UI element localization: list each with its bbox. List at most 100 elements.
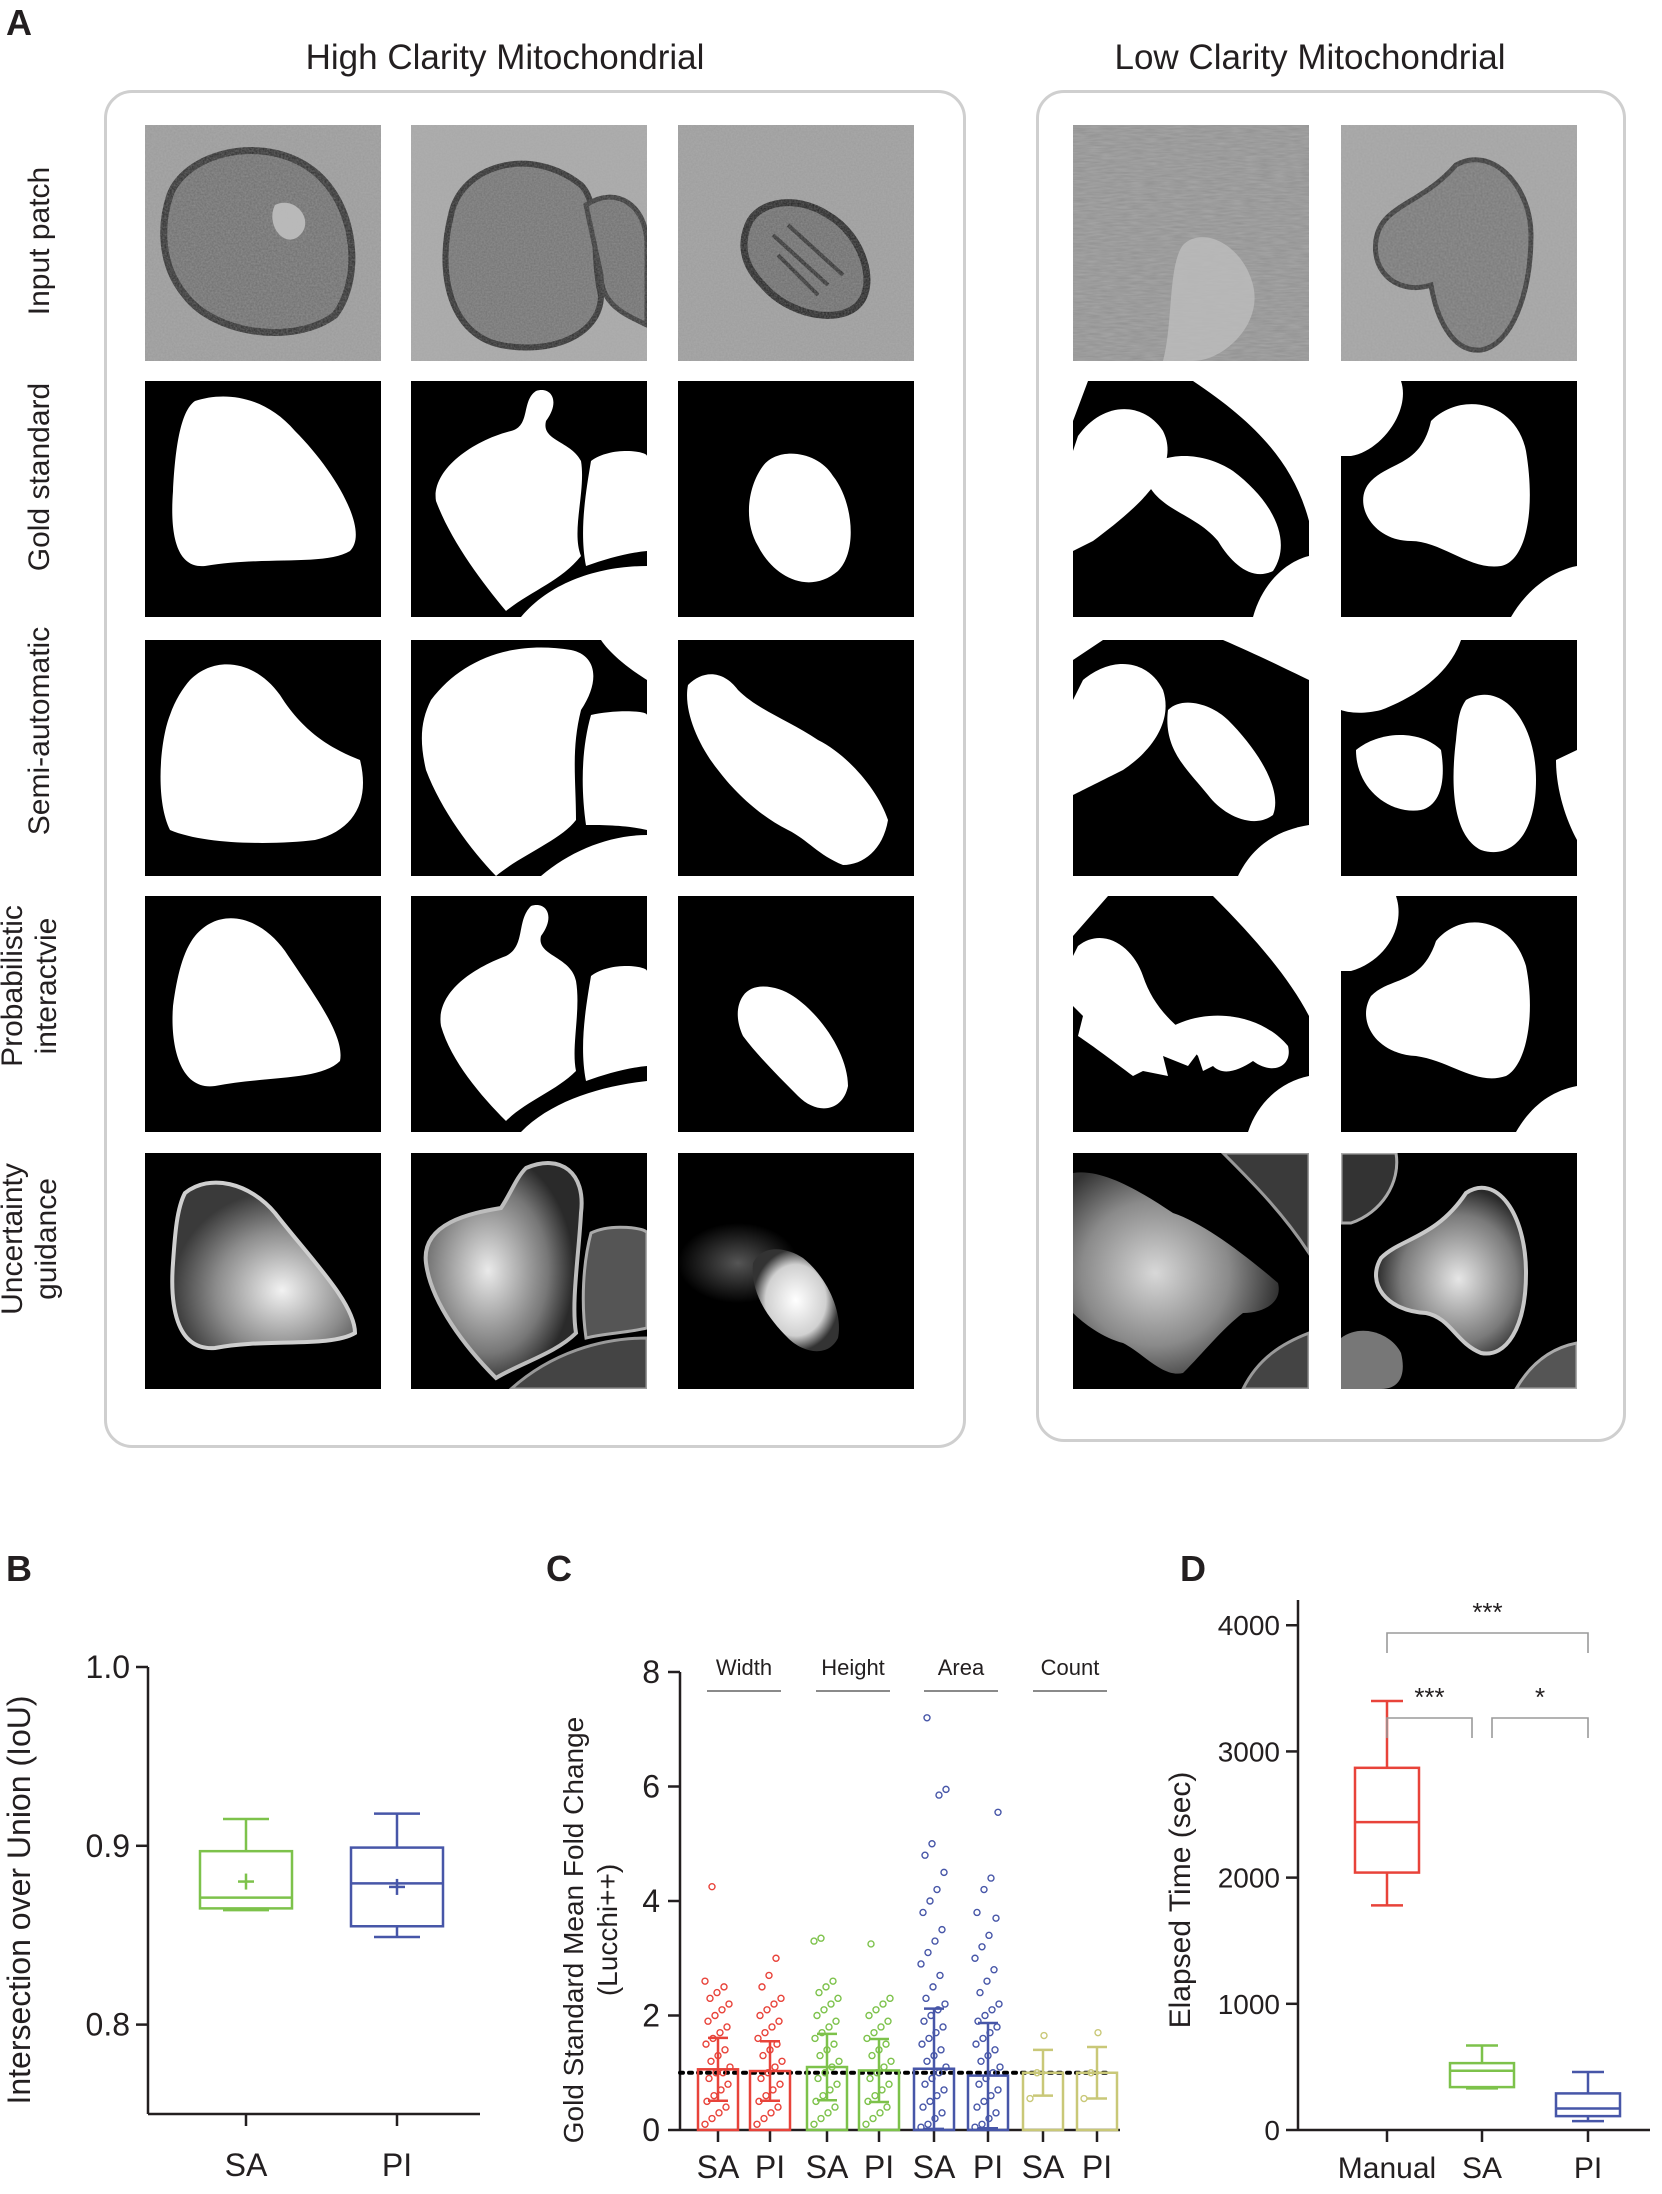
c-point bbox=[813, 2011, 821, 2020]
c-point bbox=[933, 1885, 941, 1894]
c-point bbox=[876, 2109, 884, 2117]
b-box bbox=[349, 1846, 445, 1928]
c-point bbox=[887, 2057, 895, 2066]
c-point bbox=[763, 2006, 771, 2014]
c-point bbox=[972, 2040, 980, 2048]
c-point bbox=[817, 1934, 825, 1942]
c-point bbox=[759, 2051, 767, 2060]
c-point bbox=[862, 2120, 870, 2128]
probabilistic-5 bbox=[1341, 896, 1577, 1132]
gold-standard-1 bbox=[145, 381, 381, 617]
uncertainty-4 bbox=[1073, 1153, 1309, 1389]
c-point bbox=[920, 2017, 928, 2025]
low-clarity-title: Low Clarity Mitochondrial bbox=[1114, 38, 1506, 77]
c-ytick-label: 0 bbox=[642, 2112, 660, 2148]
c-point bbox=[1040, 2031, 1048, 2040]
c-point bbox=[833, 2080, 841, 2088]
c-point bbox=[994, 1808, 1002, 1816]
c-point bbox=[865, 2011, 873, 2020]
c-point bbox=[776, 2080, 784, 2088]
semi-automatic-4 bbox=[1073, 640, 1309, 876]
c-point bbox=[753, 2120, 761, 2128]
c-point bbox=[1094, 2028, 1102, 2037]
c-point bbox=[704, 2017, 712, 2025]
c-point bbox=[919, 2103, 927, 2111]
panel-c-letter: C bbox=[546, 1548, 572, 1589]
c-point bbox=[723, 2023, 731, 2031]
c-point bbox=[702, 2040, 710, 2048]
row-label-semi-automatic: Semi-automatic bbox=[23, 626, 56, 836]
d-significance-label: * bbox=[1535, 1682, 1545, 1712]
c-point bbox=[725, 2000, 733, 2008]
c-point bbox=[917, 2123, 925, 2131]
c-point bbox=[715, 2109, 723, 2117]
c-point bbox=[940, 1868, 948, 1877]
d-ytick-label: 1000 bbox=[1218, 1989, 1280, 2020]
c-point bbox=[886, 1994, 894, 2003]
c-point bbox=[935, 1791, 943, 1799]
semi-automatic-3 bbox=[678, 640, 914, 876]
c-point bbox=[866, 2074, 874, 2083]
c-point bbox=[991, 2046, 999, 2054]
c-group-label: Count bbox=[1041, 1655, 1100, 1680]
b-ytick-label: 0.8 bbox=[86, 2007, 130, 2043]
panel-c-chart: Gold Standard Mean Fold Change (Lucchi++… bbox=[558, 1654, 1120, 2185]
c-xtick-label: SA bbox=[1022, 2149, 1065, 2185]
row-label-probabilistic-interactive: Probabilistic interactvie bbox=[0, 905, 63, 1067]
c-point bbox=[761, 2028, 769, 2037]
c-group-label: Height bbox=[821, 1655, 885, 1680]
d-ytick-label: 2000 bbox=[1218, 1863, 1280, 1894]
semi-automatic-5 bbox=[1341, 640, 1577, 876]
probabilistic-3 bbox=[678, 896, 914, 1132]
panel-a-letter: A bbox=[6, 2, 32, 43]
uncertainty-1 bbox=[145, 1153, 381, 1389]
c-point bbox=[758, 1983, 766, 1991]
c-point bbox=[757, 2074, 765, 2083]
c-point bbox=[829, 1977, 837, 1985]
c-ytick-label: 8 bbox=[642, 1654, 660, 1690]
c-point bbox=[992, 2109, 1000, 2117]
c-point bbox=[938, 1925, 946, 1934]
c-point bbox=[935, 2069, 943, 2077]
c-point bbox=[981, 2011, 989, 2020]
c-point bbox=[811, 2034, 819, 2043]
d-ytick-label: 4000 bbox=[1218, 1610, 1280, 1641]
c-point bbox=[989, 2069, 997, 2077]
c-xtick-label: PI bbox=[864, 2149, 894, 2185]
c-point bbox=[871, 2091, 879, 2100]
d-box bbox=[1448, 2061, 1516, 2089]
panel-b-chart: Intersection over Union (IoU) 0.8 0.9 1.0 S… bbox=[1, 1649, 480, 2183]
c-point bbox=[772, 1954, 780, 1962]
c-point bbox=[777, 1994, 785, 2003]
input-patch-5 bbox=[1341, 125, 1577, 361]
panel-d-letter: D bbox=[1180, 1548, 1206, 1589]
c-point bbox=[827, 2000, 835, 2008]
c-xtick-label: SA bbox=[913, 2149, 956, 2185]
c-point bbox=[996, 2063, 1004, 2071]
panel-c-ylabel-line2: (Lucchi++) bbox=[592, 1864, 623, 1996]
c-ytick-label: 6 bbox=[642, 1769, 660, 1805]
c-group-label: Width bbox=[716, 1655, 772, 1680]
c-point bbox=[724, 2080, 732, 2088]
probabilistic-4 bbox=[1073, 896, 1309, 1132]
c-point bbox=[708, 2114, 716, 2123]
c-point bbox=[926, 2097, 934, 2106]
c-point bbox=[941, 2000, 949, 2008]
c-point bbox=[885, 2080, 893, 2088]
input-patch-2 bbox=[411, 125, 647, 361]
probabilistic-2 bbox=[411, 896, 647, 1132]
gold-standard-2 bbox=[411, 381, 647, 617]
c-point bbox=[760, 2114, 768, 2123]
d-box bbox=[1353, 1766, 1421, 1874]
c-point bbox=[705, 2074, 713, 2083]
c-point bbox=[980, 2097, 988, 2106]
c-point bbox=[816, 2051, 824, 2060]
c-point bbox=[884, 2017, 892, 2025]
c-point bbox=[942, 2063, 950, 2071]
uncertainty-3 bbox=[678, 1153, 914, 1389]
c-point bbox=[868, 2051, 876, 2060]
c-point bbox=[924, 1948, 932, 1957]
c-point bbox=[810, 1937, 818, 1945]
panel-d-axes: 0 1000 2000 3000 4000 Manual SA PI bbox=[1218, 1600, 1650, 2185]
c-point bbox=[877, 2023, 885, 2031]
